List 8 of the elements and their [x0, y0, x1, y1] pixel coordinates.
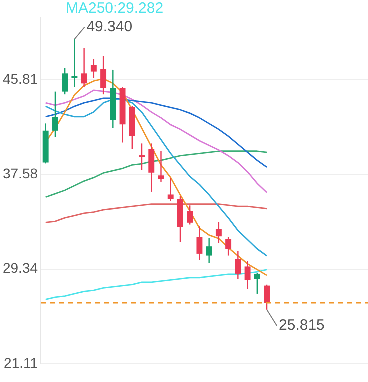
- text: MA250:29.282: [66, 0, 164, 17]
- y-tick-label: 45.81: [2, 70, 38, 87]
- y-tick-label: 21.11: [4, 354, 38, 371]
- y-tick-label: 37.58: [2, 165, 38, 182]
- y-tick-label: 29.34: [2, 260, 38, 276]
- annotation: 49.340: [86, 18, 133, 36]
- annotation: 25.815: [279, 317, 325, 334]
- candlestick: [139, 143, 145, 171]
